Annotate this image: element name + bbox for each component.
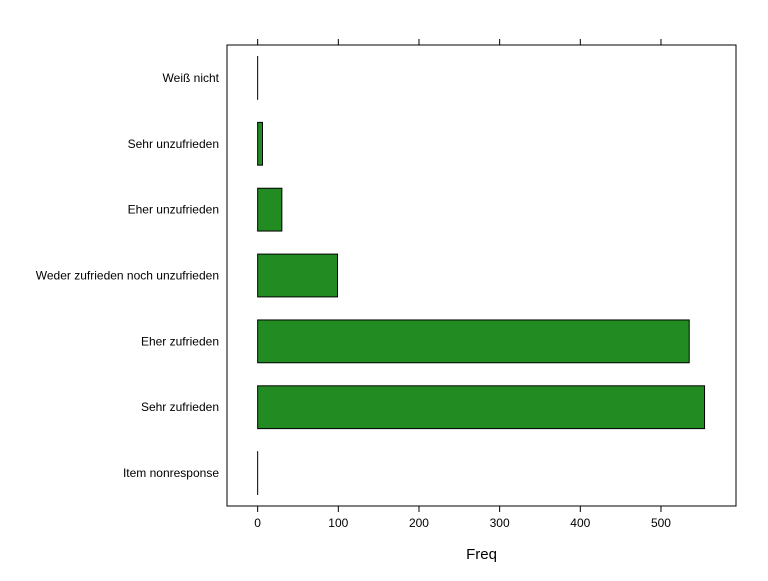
bars-layer — [258, 57, 705, 495]
x-tick-label: 400 — [570, 516, 590, 530]
category-label: Weiß nicht — [163, 71, 220, 85]
category-label: Eher zufrieden — [141, 334, 219, 348]
category-label: Weder zufrieden noch unzufrieden — [36, 269, 219, 283]
x-tick-label: 100 — [328, 516, 348, 530]
category-label: Sehr unzufrieden — [128, 137, 219, 151]
x-tick-label: 200 — [409, 516, 429, 530]
x-tick-label: 300 — [490, 516, 510, 530]
category-label: Sehr zufrieden — [141, 400, 219, 414]
bar — [258, 386, 705, 429]
category-label: Item nonresponse — [123, 466, 219, 480]
bar — [258, 320, 690, 363]
x-tick-label: 500 — [651, 516, 671, 530]
x-axis-title: Freq — [466, 546, 497, 563]
x-tick-label: 0 — [254, 516, 261, 530]
bar — [258, 254, 338, 297]
category-label: Eher unzufrieden — [128, 203, 219, 217]
bar — [258, 188, 282, 231]
category-labels: Item nonresponse Sehr zufrieden Eher zufri… — [36, 71, 220, 480]
bar — [258, 122, 263, 165]
